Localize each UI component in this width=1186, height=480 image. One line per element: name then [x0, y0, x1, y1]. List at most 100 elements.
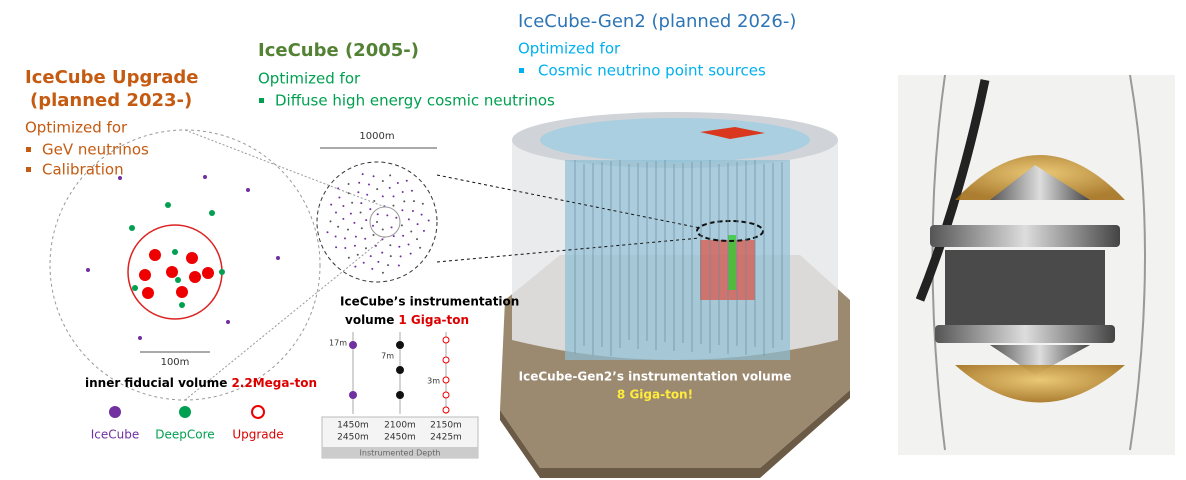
- upgrade-dot: [166, 266, 178, 278]
- deepcore-dot: [165, 202, 171, 208]
- string-dot: [410, 189, 413, 192]
- spacing-label: 7m: [381, 352, 394, 361]
- string-dot: [362, 261, 365, 264]
- string-dot: [364, 237, 367, 240]
- instrumentation-value: 1 Giga-ton: [398, 313, 469, 327]
- title: IceCube (2005-): [258, 40, 419, 61]
- instrumentation-text: volume: [345, 313, 394, 327]
- string-dot: [376, 188, 379, 191]
- fiducial-value: 2.2Mega-ton: [231, 376, 317, 390]
- string-dot: [353, 221, 356, 224]
- string-dot: [368, 183, 371, 186]
- deepcore-circle: [369, 206, 401, 238]
- string-dot: [416, 223, 419, 226]
- instrumentation-text: IceCube’s instrumentation: [340, 295, 519, 309]
- string-dot: [373, 199, 376, 202]
- icecube-dot: [246, 188, 250, 192]
- string-dot: [392, 204, 395, 207]
- string-dot: [403, 200, 406, 203]
- deepcore-dot: [179, 302, 185, 308]
- depth-label: 1450m: [337, 421, 369, 431]
- string-dot: [342, 217, 345, 220]
- string-dot: [419, 246, 422, 249]
- dom: [349, 391, 357, 399]
- icecube-dot: [138, 336, 142, 340]
- dom-dots: [86, 173, 430, 340]
- string-dot: [388, 186, 391, 189]
- upgrade-dot: [189, 271, 201, 283]
- string-dot: [381, 195, 384, 198]
- string-dot: [360, 227, 363, 230]
- string-dot: [387, 264, 390, 267]
- string-dot: [381, 251, 384, 254]
- bullet-text: Cosmic neutrino point sources: [538, 62, 766, 80]
- dom: [349, 341, 357, 349]
- string-dot: [381, 180, 384, 183]
- string-dot: [354, 265, 357, 268]
- string-dot: [335, 246, 338, 249]
- string-dot: [401, 209, 404, 212]
- string-dot: [344, 247, 347, 250]
- upgrade-dot: [139, 269, 151, 281]
- string-dot: [376, 213, 379, 216]
- dom: [442, 336, 450, 344]
- string-dot: [334, 235, 337, 238]
- deepcore-dot: [175, 277, 181, 283]
- string-dot: [334, 211, 337, 214]
- string-dot: [365, 219, 368, 222]
- subtitle: Optimized for: [25, 119, 128, 137]
- scale-label: 1000m: [359, 131, 394, 142]
- legend-icon: [109, 406, 121, 418]
- string-dot: [407, 243, 410, 246]
- dom: [396, 391, 404, 399]
- string-dot: [381, 228, 384, 231]
- string-dot: [357, 191, 360, 194]
- depth-label: 2425m: [430, 433, 462, 443]
- dom-photo-art: [915, 74, 1146, 451]
- icecube-outline: [696, 220, 764, 242]
- legend-icon: [251, 405, 265, 419]
- string-dot: [420, 213, 423, 216]
- bullet: [26, 147, 31, 152]
- bullet-text: GeV neutrinos: [42, 141, 149, 159]
- scale-label: 100m: [161, 357, 190, 368]
- legend-icon: [179, 406, 191, 418]
- ice-surface: [540, 118, 810, 162]
- title: IceCube-Gen2 (planned 2026-): [518, 11, 796, 32]
- string-dot: [399, 255, 402, 258]
- title: IceCube Upgrade: [25, 67, 198, 88]
- string-dot: [338, 196, 341, 199]
- dom: [442, 356, 450, 364]
- legend-label: Upgrade: [232, 428, 283, 442]
- upgrade-dot: [149, 249, 161, 261]
- string-dot: [407, 218, 410, 221]
- dom: [442, 406, 450, 414]
- string-dot: [421, 202, 424, 205]
- instrumentation-label: volume 1 Giga-ton: [345, 313, 469, 327]
- string-dot: [360, 202, 363, 205]
- string-dot: [326, 231, 329, 234]
- string-dot: [354, 235, 357, 238]
- string-dot: [401, 190, 404, 193]
- string-dot: [412, 200, 415, 203]
- string-dot: [386, 214, 389, 217]
- deepcore: [728, 235, 736, 290]
- spacing-label: 3m: [427, 377, 440, 386]
- string-dot: [398, 245, 401, 248]
- string-dot: [395, 216, 398, 219]
- deepcore-dot: [209, 210, 215, 216]
- string-dot: [359, 211, 362, 214]
- icecube-dot: [118, 176, 122, 180]
- upgrade-dot: [176, 286, 188, 298]
- string-dot: [409, 252, 412, 255]
- string-dot: [337, 225, 340, 228]
- string-dot: [392, 235, 395, 238]
- string-dot: [416, 238, 419, 241]
- string-dot: [358, 181, 361, 184]
- string-dot: [389, 174, 392, 177]
- icecube-dot: [203, 175, 207, 179]
- string-dot: [361, 173, 364, 176]
- string-dot: [347, 256, 350, 259]
